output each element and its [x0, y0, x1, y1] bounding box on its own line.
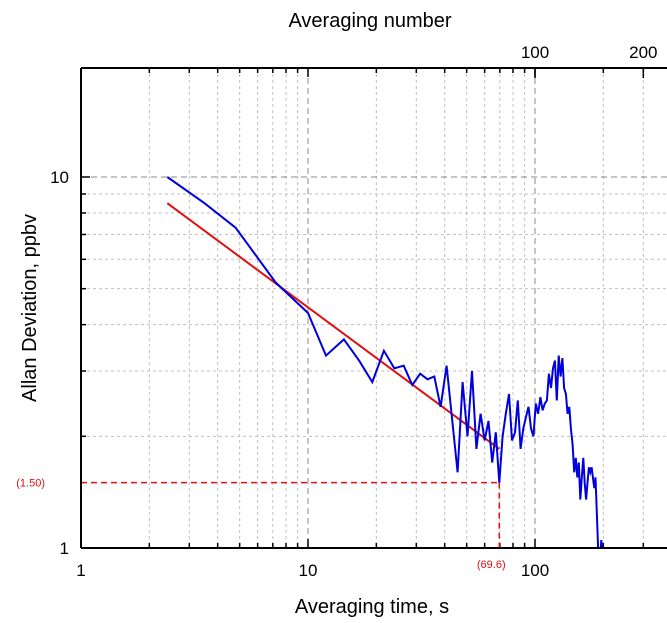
- x-tick-label: 100: [521, 561, 549, 580]
- top-tick-label: 100: [521, 43, 549, 62]
- x-tick-label: 1: [76, 561, 85, 580]
- annotation-lines: [81, 481, 501, 548]
- annotation-y-label: (1.50): [16, 478, 45, 490]
- y-tick-label: 1: [60, 539, 69, 558]
- top-axis-title: Averaging number: [288, 10, 451, 32]
- annotation-x-label: (69.6): [477, 559, 506, 571]
- tick-labels: 1 10 100 1 10 100 200: [50, 43, 657, 580]
- y-tick-label: 10: [50, 168, 69, 187]
- fit-line: [166, 202, 500, 450]
- x-tick-label: 10: [299, 561, 318, 580]
- measured-line: [166, 176, 603, 548]
- y-axis-title: Allan Deviation, ppbv: [19, 214, 41, 402]
- x-axis-title: Averaging time, s: [295, 596, 449, 618]
- gridlines: [81, 68, 667, 548]
- plot-area: [166, 176, 603, 548]
- top-tick-label: 200: [629, 43, 657, 62]
